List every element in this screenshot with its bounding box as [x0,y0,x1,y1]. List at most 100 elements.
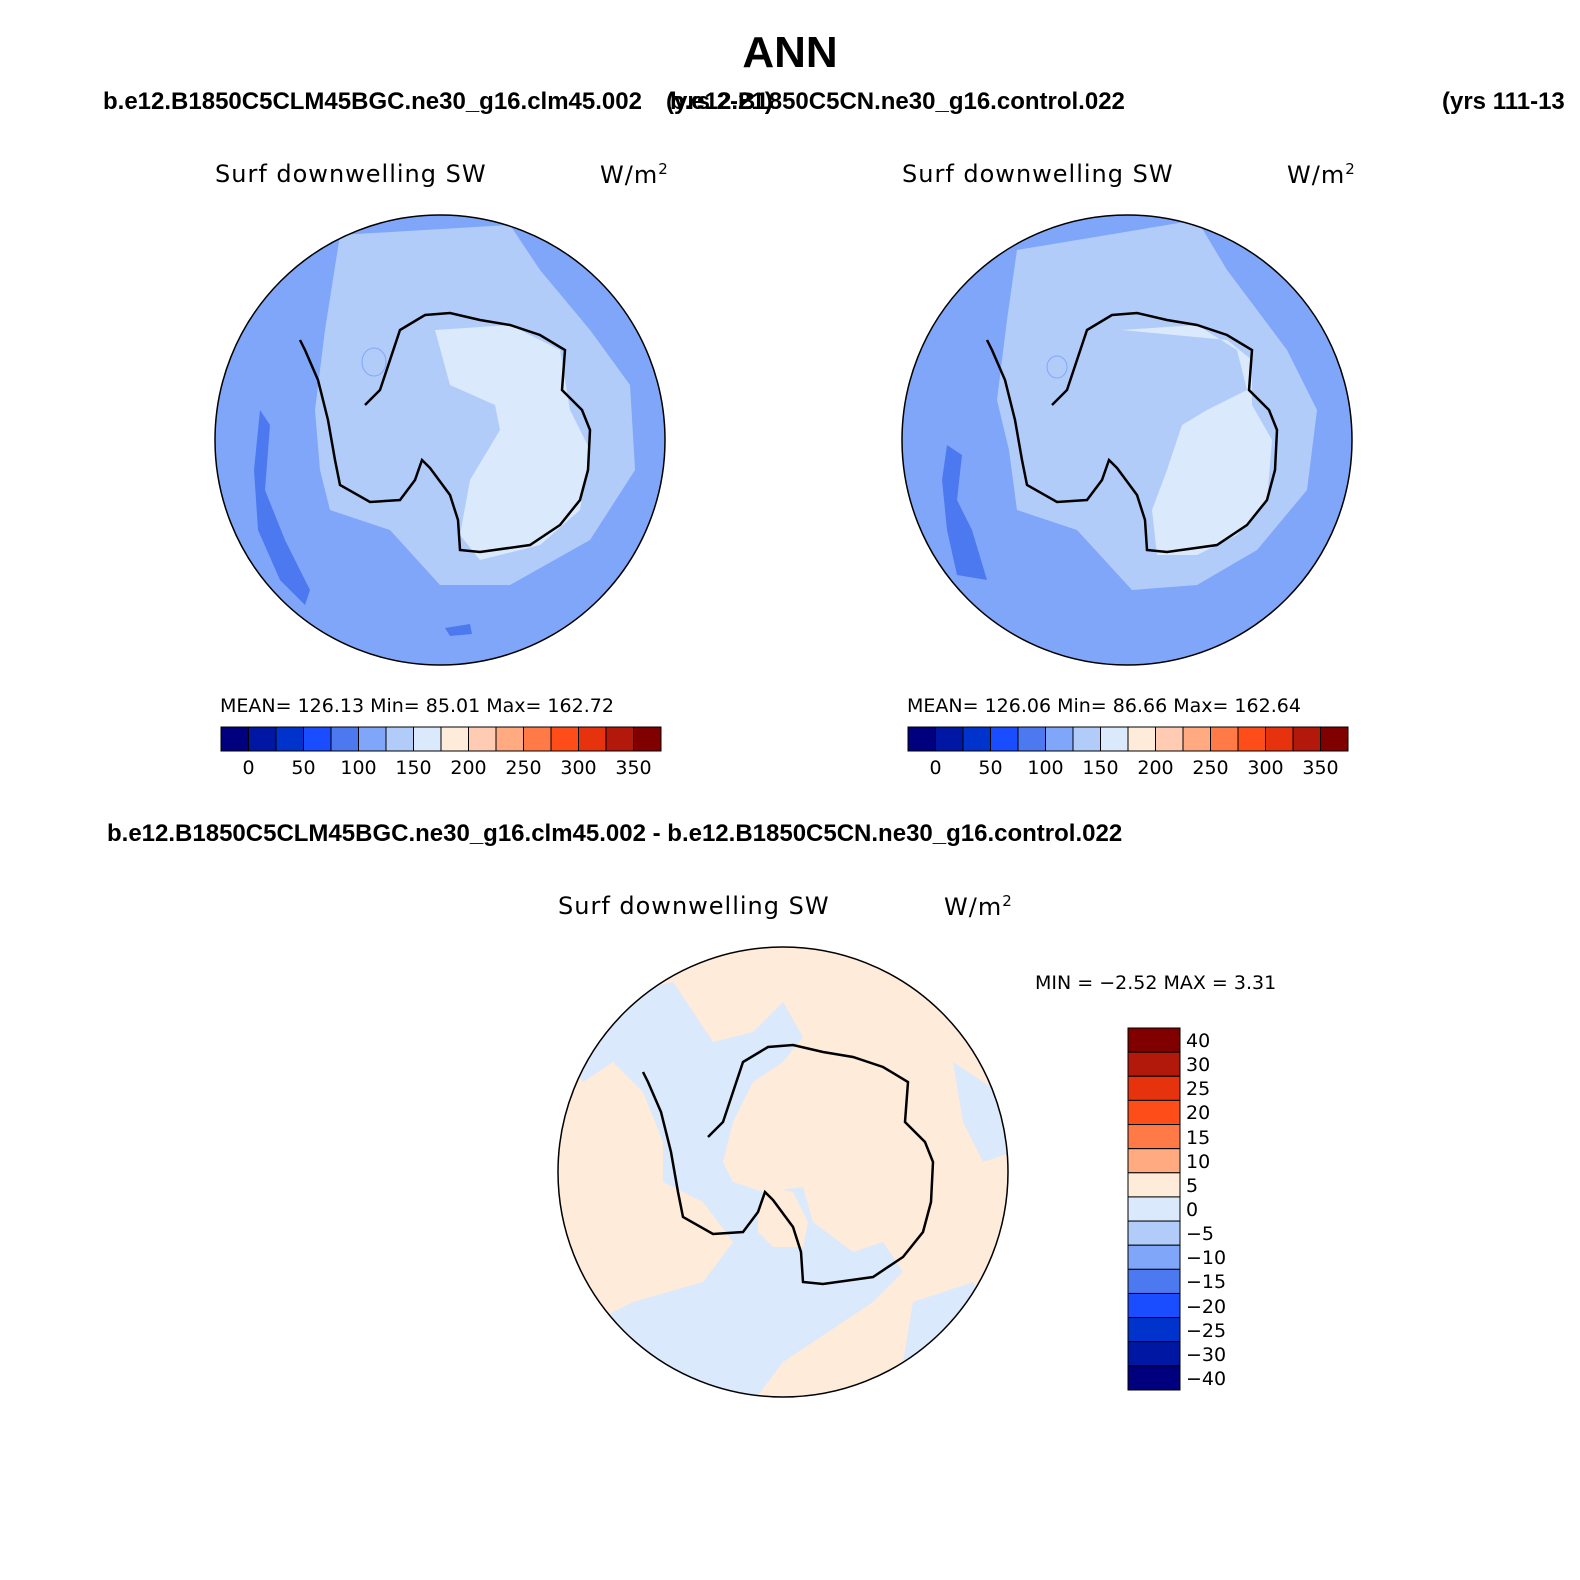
colorbar-tick-label: −40 [1186,1367,1227,1390]
panel1-stats: MEAN= 126.13 Min= 85.01 Max= 162.72 [220,695,614,717]
panel2-case-label: b.e12.B1850C5CN.ne30_g16.control.022 [670,88,1125,115]
colorbar-swatch [330,726,359,752]
negative-anomaly-region [563,982,903,1397]
low-sw-patch-region [445,624,472,636]
mid-patch-region [361,347,387,377]
panel2-years-label: (yrs 111-13 [1442,88,1565,115]
antarctica-coastline [985,311,1279,554]
colorbar-tick-label: 0 [1186,1199,1199,1221]
colorbar-tick-label: 20 [1186,1102,1211,1125]
colorbar-swatch [962,726,991,752]
colorbar-tick-label: 100 [340,757,377,779]
interior-region [1122,325,1272,555]
colorbar-swatch [1127,1051,1181,1077]
colorbar-swatch [1127,1317,1181,1343]
colorbar-swatch [605,726,634,752]
colorbar-swatch [990,726,1019,752]
colorbar-tick-label: 30 [1186,1054,1211,1077]
colorbar-tick-label: 100 [1027,757,1064,779]
colorbar-swatch [1127,1341,1181,1367]
colorbar-tick-label: −30 [1186,1343,1227,1366]
colorbar-swatch [1072,726,1101,752]
colorbar-swatch [1127,1027,1181,1053]
colorbar-swatch [440,726,469,752]
panel1-polar-map [214,214,666,666]
colorbar-tick-label: 50 [978,757,1003,779]
low-sw-band-region [254,410,310,605]
colorbar-swatch [1127,1075,1181,1101]
colorbar-tick-label: 350 [1302,757,1339,779]
colorbar-tick-label: 0 [242,757,255,779]
colorbar-swatch [1045,726,1074,752]
colorbar-swatch [275,726,304,752]
colorbar-tick-label: 40 [1186,1030,1211,1053]
panel1-variable-title: Surf downwelling SW [215,160,487,188]
colorbar-tick-label: −15 [1186,1271,1227,1294]
colorbar-swatch [1320,726,1349,752]
colorbar-swatch [1210,726,1239,752]
colorbar-swatch [1127,1365,1181,1391]
difference-stats: MIN = −2.52 MAX = 3.31 [1035,972,1277,994]
colorbar-tick-label: 5 [1186,1174,1199,1197]
colorbar-tick-label: −25 [1186,1319,1227,1342]
colorbar-swatch [550,726,579,752]
colorbar-swatch [1265,726,1294,752]
panel1-colorbar [220,726,662,752]
antarctica-coastline [641,1043,935,1286]
colorbar-swatch [1127,726,1156,752]
colorbar-swatch [1127,1172,1181,1198]
colorbar-tick-label: 300 [1247,757,1284,779]
difference-units: W/m2 [944,892,1013,921]
panel2-variable-title: Surf downwelling SW [902,160,1174,188]
colorbar-tick-label: 10 [1186,1150,1211,1173]
colorbar-swatch [1237,726,1266,752]
season-title: ANN [742,28,838,77]
colorbar-swatch [1127,1148,1181,1174]
colorbar-swatch [1127,1124,1181,1150]
colorbar-swatch [1127,1292,1181,1319]
colorbar-swatch [1182,726,1211,752]
colorbar-tick-label: −10 [1186,1247,1227,1270]
panel2-stats: MEAN= 126.06 Min= 86.66 Max= 162.64 [907,695,1301,717]
colorbar-tick-label: −20 [1186,1295,1227,1318]
colorbar-swatch [303,726,332,752]
panel1-years-label: (yrs 2-21) [666,88,773,115]
colorbar-tick-label: 200 [450,757,487,779]
colorbar-swatch [578,726,607,752]
interior-region [435,325,590,560]
colorbar-tick-label: 150 [1082,757,1119,779]
colorbar-tick-label: 150 [395,757,432,779]
low-sw-band-region [942,445,987,580]
panel2-polar-map [901,214,1353,666]
colorbar-swatch [523,726,552,752]
colorbar-swatch [1155,726,1184,752]
mid-patch-region [1046,355,1068,379]
colorbar-tick-label: 300 [560,757,597,779]
colorbar-swatch [1127,1196,1181,1222]
colorbar-swatch [468,726,497,752]
colorbar-swatch [1017,726,1046,752]
colorbar-swatch [1292,726,1321,752]
panel1-units: W/m2 [600,160,669,189]
difference-polar-map [557,946,1009,1398]
panel1-case-label: b.e12.B1850C5CLM45BGC.ne30_g16.clm45.002 [103,88,642,115]
difference-colorbar [1127,1027,1181,1391]
colorbar-swatch [907,726,936,752]
colorbar-tick-label: 250 [505,757,542,779]
colorbar-tick-label: 200 [1137,757,1174,779]
colorbar-swatch [358,726,387,752]
panel2-units: W/m2 [1287,160,1356,189]
colorbar-swatch [935,726,964,752]
colorbar-tick-label: 350 [615,757,652,779]
colorbar-tick-label: 250 [1192,757,1229,779]
panel2-colorbar [907,726,1349,752]
negative-anomaly-region [953,1062,1008,1162]
colorbar-swatch [1127,1099,1181,1126]
difference-variable-title: Surf downwelling SW [558,892,830,920]
colorbar-tick-label: 0 [929,757,942,779]
colorbar-swatch [495,726,524,752]
antarctica-coastline [298,311,592,554]
colorbar-tick-label: 25 [1186,1078,1211,1101]
colorbar-tick-label: −5 [1186,1223,1215,1246]
colorbar-swatch [1100,726,1129,752]
